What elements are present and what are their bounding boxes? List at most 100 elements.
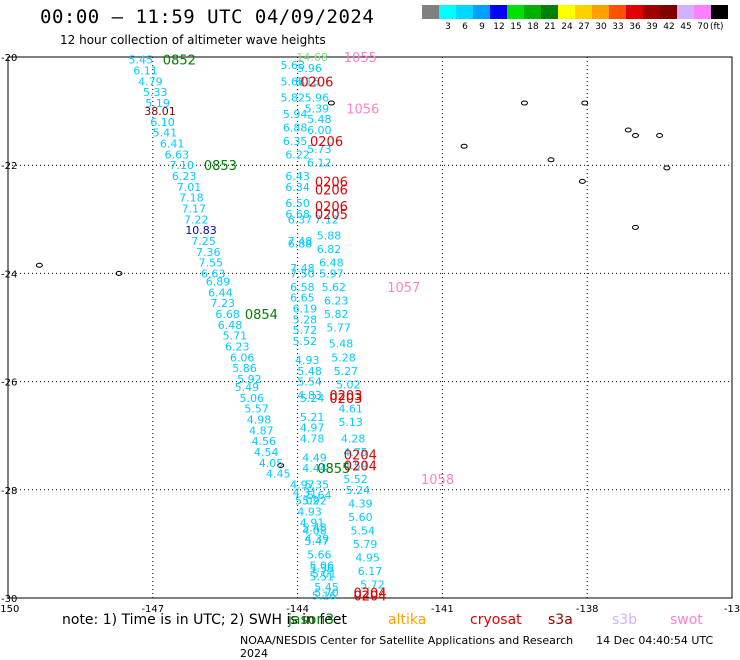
legend-label: 45 bbox=[680, 22, 692, 32]
pass-time-label: 0206 bbox=[315, 184, 348, 199]
island-outline bbox=[35, 262, 43, 268]
wave-height-value: 4.59 bbox=[343, 459, 368, 472]
pass-time-label: 0855 bbox=[317, 462, 350, 477]
wave-height-value: 5.63 bbox=[281, 59, 306, 72]
pass-time-label: 0853 bbox=[204, 159, 237, 174]
wave-height-value: 5.21 bbox=[300, 411, 325, 424]
legend-label: 70 bbox=[697, 22, 709, 32]
wave-height-value: 4.61 bbox=[338, 403, 363, 416]
wave-height-value: 4.79 bbox=[138, 75, 163, 88]
wave-height-value: 5.73 bbox=[307, 143, 332, 156]
wave-height-value: 5.28 bbox=[331, 351, 356, 364]
wave-height-value: 5.94 bbox=[283, 108, 308, 121]
wave-height-value: 6.50 bbox=[285, 197, 310, 210]
legend-swatch bbox=[694, 5, 711, 19]
pass-time-label: 0205 bbox=[315, 208, 348, 223]
satellite-name: altika bbox=[388, 612, 427, 628]
wave-height-value: 4.08 bbox=[302, 524, 327, 537]
wave-height-value: 5.79 bbox=[353, 538, 378, 551]
wave-height-value: 5.54 bbox=[351, 524, 376, 537]
wave-height-value: 7.01 bbox=[177, 181, 202, 194]
wave-height-value: 4.97 bbox=[290, 478, 315, 491]
wave-height-value: 4.93 bbox=[297, 505, 322, 518]
wave-height-value: 6.37 bbox=[288, 213, 313, 226]
wave-height-value: 5.82 bbox=[324, 308, 349, 321]
wave-height-value: 6.23 bbox=[172, 170, 197, 183]
pass-time-label: 0206 bbox=[315, 200, 348, 215]
legend-label: 21 bbox=[544, 22, 556, 32]
legend-swatch bbox=[592, 5, 609, 19]
wave-height-value: 6.35 bbox=[283, 135, 308, 148]
wave-height-value: 5.92 bbox=[237, 373, 262, 386]
wave-height-value: 6.65 bbox=[290, 292, 315, 305]
legend-label: 24 bbox=[561, 22, 573, 32]
pass-time-label: 0206 bbox=[310, 135, 343, 150]
lon-tick-label: -144 bbox=[286, 604, 309, 615]
legend-swatch bbox=[575, 5, 592, 19]
wave-height-value: 4.93 bbox=[295, 354, 320, 367]
wave-height-value: 6.17 bbox=[358, 565, 383, 578]
wave-height-value: 5.72 bbox=[293, 324, 318, 337]
wave-height-value: 6.19 bbox=[293, 303, 318, 316]
legend-swatch bbox=[524, 5, 541, 19]
legend-label: 18 bbox=[527, 22, 539, 32]
wave-height-value: 5.33 bbox=[143, 86, 168, 99]
wave-height-value: 6.16 bbox=[295, 75, 320, 88]
wave-height-value: 4.39 bbox=[348, 497, 373, 510]
lat-tick-label: -24 bbox=[1, 269, 17, 280]
wave-height-value: 5.49 bbox=[235, 381, 260, 394]
wave-height-value: 4.75 bbox=[343, 446, 368, 459]
wave-height-value: 6.63 bbox=[201, 267, 226, 280]
wave-height-value: 7.18 bbox=[179, 192, 204, 205]
wave-height-value: 5.02 bbox=[336, 378, 361, 391]
wave-height-value: 5.06 bbox=[309, 560, 334, 573]
wave-height-value: 6.41 bbox=[160, 138, 185, 151]
wave-height-value: 6.10 bbox=[150, 116, 175, 129]
pass-time-label: 0204 bbox=[353, 589, 386, 604]
wave-height-value: 5.47 bbox=[305, 535, 330, 548]
island-outline bbox=[656, 132, 664, 138]
wave-height-value: 5.60 bbox=[348, 511, 373, 524]
island-outline bbox=[663, 165, 671, 171]
wave-height-value: 6.88 bbox=[288, 238, 313, 251]
wave-height-value: 6.00 bbox=[307, 124, 332, 137]
wave-height-value: 6.23 bbox=[324, 294, 349, 307]
legend-swatch bbox=[439, 5, 456, 19]
legend-unit: (ft) bbox=[710, 22, 724, 32]
wave-height-value: 5.71 bbox=[223, 330, 248, 343]
wave-height-value: 5.51 bbox=[309, 570, 334, 583]
wave-height-value: 5.64 bbox=[307, 489, 332, 502]
wave-height-value: 6.44 bbox=[208, 286, 233, 299]
legend-label: 15 bbox=[510, 22, 522, 32]
wave-height-value: 5.28 bbox=[293, 313, 318, 326]
lon-tick-label: -150 bbox=[0, 604, 19, 615]
wave-height-value: 6.22 bbox=[285, 148, 310, 161]
wave-height-value: 4.56 bbox=[252, 435, 277, 448]
wave-height-value: 5.86 bbox=[232, 362, 257, 375]
wave-height-value: 5.45 bbox=[314, 581, 339, 594]
pass-time-label: 0204 bbox=[344, 449, 377, 464]
island-outline bbox=[520, 100, 528, 106]
legend-label: 3 bbox=[445, 22, 451, 32]
pass-time-label: 0204 bbox=[353, 587, 386, 602]
wave-height-value: 5.77 bbox=[326, 322, 351, 335]
wave-height-value: 7.22 bbox=[184, 213, 209, 226]
legend-swatch bbox=[456, 5, 473, 19]
wave-height-value: 14.68 bbox=[296, 51, 328, 64]
satellite-name: jason3 bbox=[288, 612, 335, 628]
pass-time-label: 0206 bbox=[315, 175, 348, 190]
wave-height-value: 5.13 bbox=[338, 416, 363, 429]
wave-height-value: 5.24 bbox=[346, 484, 371, 497]
wave-height-value: 6.12 bbox=[307, 156, 332, 169]
wave-height-value: 4.05 bbox=[259, 457, 284, 470]
wave-height-value: 4.49 bbox=[302, 451, 327, 464]
legend-label: 9 bbox=[479, 22, 485, 32]
island-outline bbox=[581, 100, 589, 106]
legend-label: 33 bbox=[612, 22, 624, 32]
wave-height-value: 4.98 bbox=[247, 413, 272, 426]
wave-height-value: 5.48 bbox=[307, 113, 332, 126]
wave-height-value: 5.72 bbox=[360, 578, 385, 591]
satellite-name: cryosat bbox=[470, 612, 522, 628]
wave-height-value: 7.25 bbox=[191, 235, 216, 248]
wave-height-value: 4.31 bbox=[293, 487, 318, 500]
